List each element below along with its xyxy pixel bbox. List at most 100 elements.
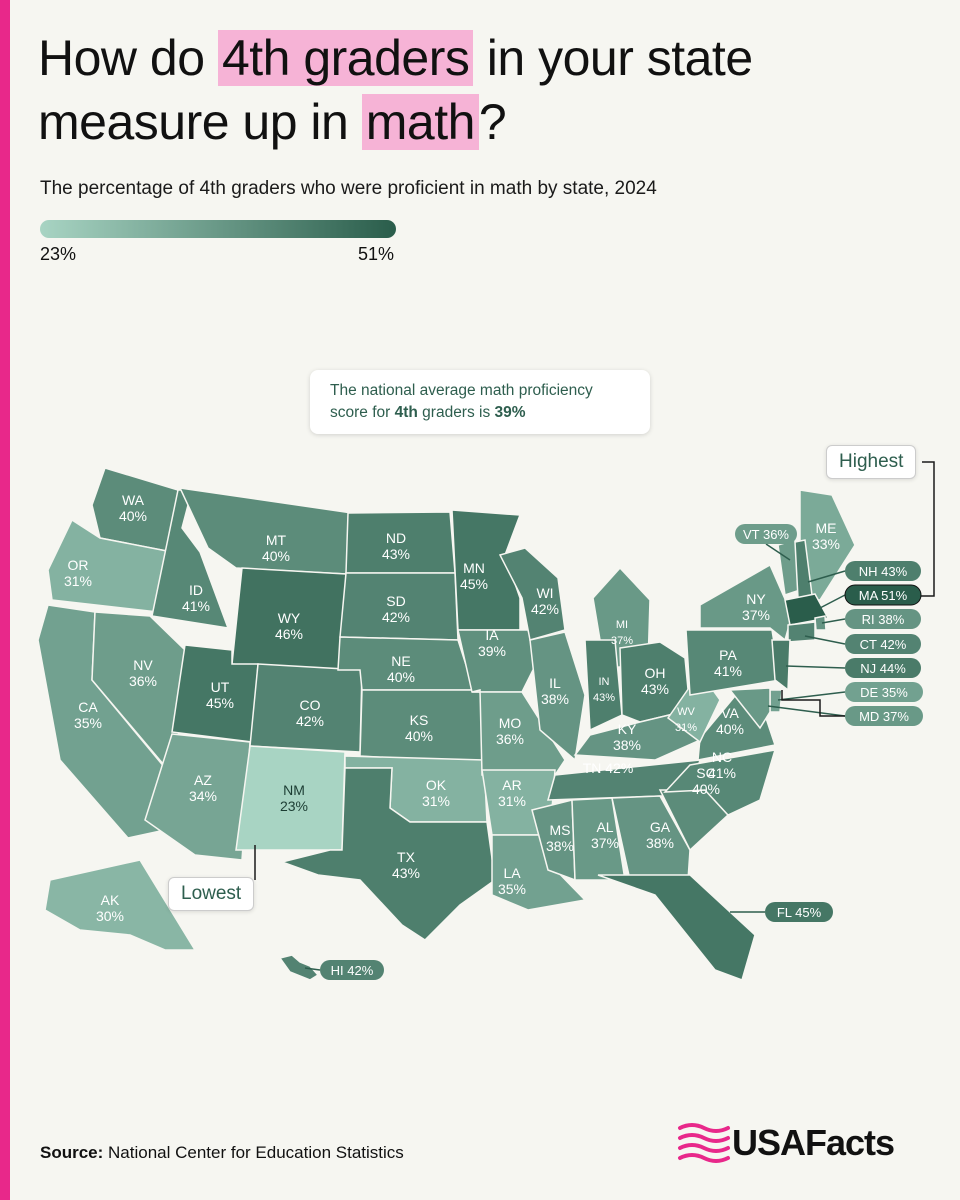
state-pill-ct bbox=[845, 634, 921, 654]
state-label-ok: OK 31% bbox=[422, 777, 450, 809]
state-label-oh: OH 43% bbox=[641, 665, 669, 697]
md-connector-line bbox=[781, 690, 845, 717]
state-az bbox=[144, 733, 251, 861]
state-label-ca: CA 35% bbox=[74, 699, 102, 731]
state-label-me: ME 33% bbox=[812, 520, 840, 552]
highest-callout: Highest bbox=[826, 445, 917, 479]
state-label-az: AZ 34% bbox=[189, 772, 217, 804]
state-label-ri: RI 38% bbox=[862, 612, 905, 627]
source-note: Source: National Center for Education St… bbox=[40, 1143, 404, 1163]
state-label-nm: NM 23% bbox=[280, 782, 308, 814]
leader-line-vt bbox=[765, 543, 791, 561]
state-label-mn: MN 45% bbox=[460, 560, 488, 592]
state-label-nc: NC 41% bbox=[708, 749, 736, 781]
state-label-wy: WY 46% bbox=[275, 610, 303, 642]
legend-gradient bbox=[40, 220, 396, 238]
state-pill-md bbox=[845, 706, 923, 726]
state-label-id: ID 41% bbox=[182, 582, 210, 614]
highest-connector-line bbox=[921, 461, 935, 597]
state-label-wi: WI 42% bbox=[531, 585, 559, 617]
title-highlight-subject: math bbox=[361, 94, 479, 150]
state-label-mi: MI 37% bbox=[611, 619, 633, 647]
state-label-ut: UT 45% bbox=[206, 679, 234, 711]
note-text-1: The national average math proficiency sc… bbox=[330, 382, 593, 421]
state-ga bbox=[611, 795, 691, 881]
state-label-tx: TX 43% bbox=[392, 849, 420, 881]
state-label-va: VA 40% bbox=[716, 705, 744, 737]
legend-max-label: 51% bbox=[358, 244, 395, 264]
state-label-ne: NE 40% bbox=[387, 653, 415, 685]
title-highlight-grade: 4th graders bbox=[217, 30, 474, 86]
state-label-ma: MA 51% bbox=[859, 588, 908, 603]
note-grade: 4th bbox=[394, 404, 418, 421]
state-label-ks: KS 40% bbox=[405, 712, 433, 744]
state-label-nd: ND 43% bbox=[382, 530, 410, 562]
usafacts-logo: USAFacts bbox=[676, 1120, 926, 1170]
state-pill-vt bbox=[735, 524, 797, 544]
state-label-de: DE 35% bbox=[860, 685, 908, 700]
leader-line-nj bbox=[785, 665, 846, 669]
source-text: National Center for Education Statistics bbox=[103, 1143, 404, 1162]
state-label-ak: AK 30% bbox=[96, 892, 124, 924]
title-text-2: in your state measure up in bbox=[38, 30, 753, 150]
leader-line-ma bbox=[819, 594, 846, 609]
state-label-fl: FL 45% bbox=[777, 905, 822, 920]
state-label-wv: WV 31% bbox=[675, 706, 697, 734]
logo-text: USAFacts bbox=[732, 1122, 895, 1163]
subtitle: The percentage of 4th graders who were p… bbox=[40, 178, 657, 199]
state-label-md: MD 37% bbox=[859, 709, 909, 724]
state-label-sc: SC 40% bbox=[692, 765, 720, 797]
state-pill-de bbox=[845, 682, 923, 702]
state-ia bbox=[457, 629, 539, 693]
state-label-ar: AR 31% bbox=[498, 777, 526, 809]
accent-bar bbox=[0, 0, 10, 1200]
state-nj bbox=[771, 639, 791, 692]
legend-min-label: 23% bbox=[40, 244, 77, 264]
source-label: Source: bbox=[40, 1143, 104, 1162]
state-label-al: AL 37% bbox=[591, 819, 619, 851]
national-average-note: The national average math proficiency sc… bbox=[310, 370, 650, 434]
state-label-il: IL 38% bbox=[541, 675, 569, 707]
state-wi bbox=[498, 547, 566, 641]
leader-line-hi bbox=[304, 967, 321, 971]
leader-line-nh bbox=[807, 570, 846, 583]
state-label-co: CO 42% bbox=[296, 697, 324, 729]
state-de bbox=[769, 689, 783, 713]
state-label-nj: NJ 44% bbox=[860, 661, 906, 676]
page-title: How do 4th graders in your state measure… bbox=[38, 26, 918, 154]
state-label-ga: GA 38% bbox=[646, 819, 674, 851]
state-fl bbox=[597, 874, 756, 981]
state-pill-nh bbox=[845, 561, 921, 581]
state-label-la: LA 35% bbox=[498, 865, 526, 897]
state-label-mo: MO 36% bbox=[496, 715, 524, 747]
state-label-ct: CT 42% bbox=[860, 637, 907, 652]
state-pill-hi bbox=[320, 960, 384, 980]
state-label-tn: TN 42% bbox=[583, 760, 634, 776]
flag-logo-icon bbox=[678, 1123, 730, 1163]
state-ct bbox=[787, 621, 816, 643]
state-label-hi: HI 42% bbox=[331, 963, 374, 978]
state-label-ms: MS 38% bbox=[546, 822, 574, 854]
state-pill-nj bbox=[845, 658, 921, 678]
state-pill-fl bbox=[765, 902, 833, 922]
state-label-ny: NY 37% bbox=[742, 591, 770, 623]
leader-line-ri bbox=[821, 618, 846, 624]
note-average-value: 39% bbox=[494, 404, 526, 421]
state-label-ia: IA 39% bbox=[478, 627, 506, 659]
note-text-2: graders is bbox=[417, 404, 495, 421]
state-pill-ri bbox=[845, 609, 921, 629]
leader-line-de bbox=[777, 691, 846, 701]
state-label-pa: PA 41% bbox=[714, 647, 742, 679]
title-text-1: How do bbox=[38, 30, 218, 86]
state-label-vt: VT 36% bbox=[743, 527, 789, 542]
state-label-sd: SD 42% bbox=[382, 593, 410, 625]
state-label-ky: KY 38% bbox=[613, 721, 641, 753]
state-tx bbox=[279, 767, 496, 941]
state-label-nv: NV 36% bbox=[129, 657, 157, 689]
state-ak bbox=[44, 859, 197, 951]
state-il bbox=[529, 631, 586, 762]
state-md bbox=[728, 687, 771, 730]
state-label-in: IN 43% bbox=[593, 676, 615, 704]
lowest-callout: Lowest bbox=[168, 877, 255, 911]
